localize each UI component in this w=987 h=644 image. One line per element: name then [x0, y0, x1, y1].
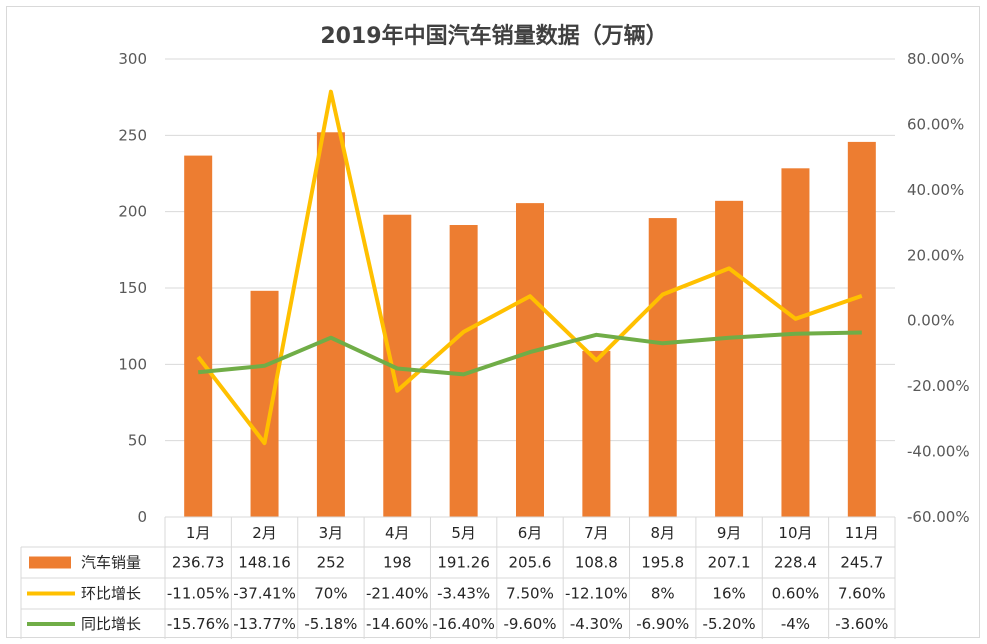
- data-label: 8%: [651, 585, 675, 603]
- x-tick-label: 8月: [650, 524, 675, 542]
- data-label: -9.60%: [503, 615, 556, 633]
- data-label: 207.1: [708, 554, 751, 572]
- chart-frame: 2019年中国汽车销量数据（万辆） 0 50 100 150 200 250 300 -60.…: [6, 6, 980, 639]
- x-tick-label: 10月: [778, 524, 812, 542]
- data-label: -5.18%: [304, 615, 357, 633]
- data-label: 70%: [314, 585, 347, 603]
- y-right-tick-label: 0.00%: [907, 312, 955, 330]
- chart-title: 2019年中国汽车销量数据（万辆）: [320, 23, 667, 49]
- y-left-tick-label: 100: [118, 355, 147, 373]
- y-left-tick-label: 50: [128, 432, 147, 450]
- mom-line: [196, 89, 863, 446]
- y-right-tick-label: 40.00%: [907, 181, 964, 199]
- data-label: 108.8: [575, 554, 618, 572]
- y-left-tick-label: 300: [118, 50, 147, 68]
- data-label: -3.60%: [835, 615, 888, 633]
- data-label: -14.60%: [366, 615, 429, 633]
- chart-svg: 2019年中国汽车销量数据（万辆） 0 50 100 150 200 250 300 -60.…: [20, 23, 970, 639]
- y-left-tick-label: 250: [118, 126, 147, 144]
- data-label: -13.77%: [233, 615, 296, 633]
- y-right-tick-label: 60.00%: [907, 115, 964, 133]
- y-right-tick-label: -60.00%: [907, 508, 970, 526]
- bar: [582, 350, 611, 517]
- data-label: -21.40%: [366, 585, 429, 603]
- legend-label: 环比增长: [81, 585, 141, 603]
- data-label: 198: [383, 554, 412, 572]
- bar: [781, 168, 810, 517]
- y-left-tick-label: 0: [137, 508, 147, 526]
- bar: [184, 155, 213, 517]
- x-tick-label: 7月: [584, 524, 609, 542]
- y-right-tick-label: 80.00%: [907, 50, 964, 68]
- bar: [715, 200, 744, 517]
- y-right-tick-label: 20.00%: [907, 246, 964, 264]
- data-label: 252: [317, 554, 346, 572]
- axis-layer: 0 50 100 150 200 250 300 -60.00% -40.00% -20.00% 0…: [118, 50, 969, 526]
- y-left-tick-label: 150: [118, 279, 147, 297]
- x-tick-label: 11月: [845, 524, 879, 542]
- x-tick-label: 5月: [451, 524, 476, 542]
- data-label: -12.10%: [565, 585, 628, 603]
- yoy-line: [198, 330, 862, 377]
- data-label: -37.41%: [233, 585, 296, 603]
- legend-label: 同比增长: [81, 615, 141, 633]
- x-tick-label: 3月: [319, 524, 344, 542]
- data-label: -6.90%: [636, 615, 689, 633]
- data-label: 236.73: [172, 554, 225, 572]
- data-label: 148.16: [238, 554, 291, 572]
- bar: [250, 290, 279, 517]
- data-label: 195.8: [641, 554, 684, 572]
- y-left-tick-label: 200: [118, 203, 147, 221]
- line-layer: [196, 89, 863, 446]
- x-tick-label: 4月: [385, 524, 410, 542]
- data-label: 205.6: [509, 554, 552, 572]
- bar: [316, 132, 345, 517]
- data-label: 228.4: [774, 554, 817, 572]
- legend-key-bar: [29, 556, 71, 569]
- data-label: -15.76%: [167, 615, 230, 633]
- data-label: -4.30%: [570, 615, 623, 633]
- x-tick-label: 9月: [717, 524, 742, 542]
- y-right-tick-label: -20.00%: [907, 377, 970, 395]
- bar: [847, 141, 876, 517]
- data-label: -4%: [781, 615, 810, 633]
- y-right-tick-label: -40.00%: [907, 443, 970, 461]
- data-label: -11.05%: [167, 585, 230, 603]
- bar: [516, 203, 544, 517]
- data-label: 191.26: [437, 554, 490, 572]
- data-label: 0.60%: [772, 585, 820, 603]
- x-tick-label: 2月: [252, 524, 277, 542]
- data-label: 245.7: [840, 554, 883, 572]
- x-tick-label: 1月: [186, 524, 211, 542]
- data-label: 16%: [712, 585, 745, 603]
- data-label: 7.60%: [838, 585, 886, 603]
- bar: [648, 218, 677, 517]
- legend-label: 汽车销量: [81, 554, 141, 572]
- x-tick-label: 6月: [518, 524, 543, 542]
- data-label: -16.40%: [432, 615, 495, 633]
- data-label: -3.43%: [437, 585, 490, 603]
- data-label: -5.20%: [703, 615, 756, 633]
- data-label: 7.50%: [506, 585, 554, 603]
